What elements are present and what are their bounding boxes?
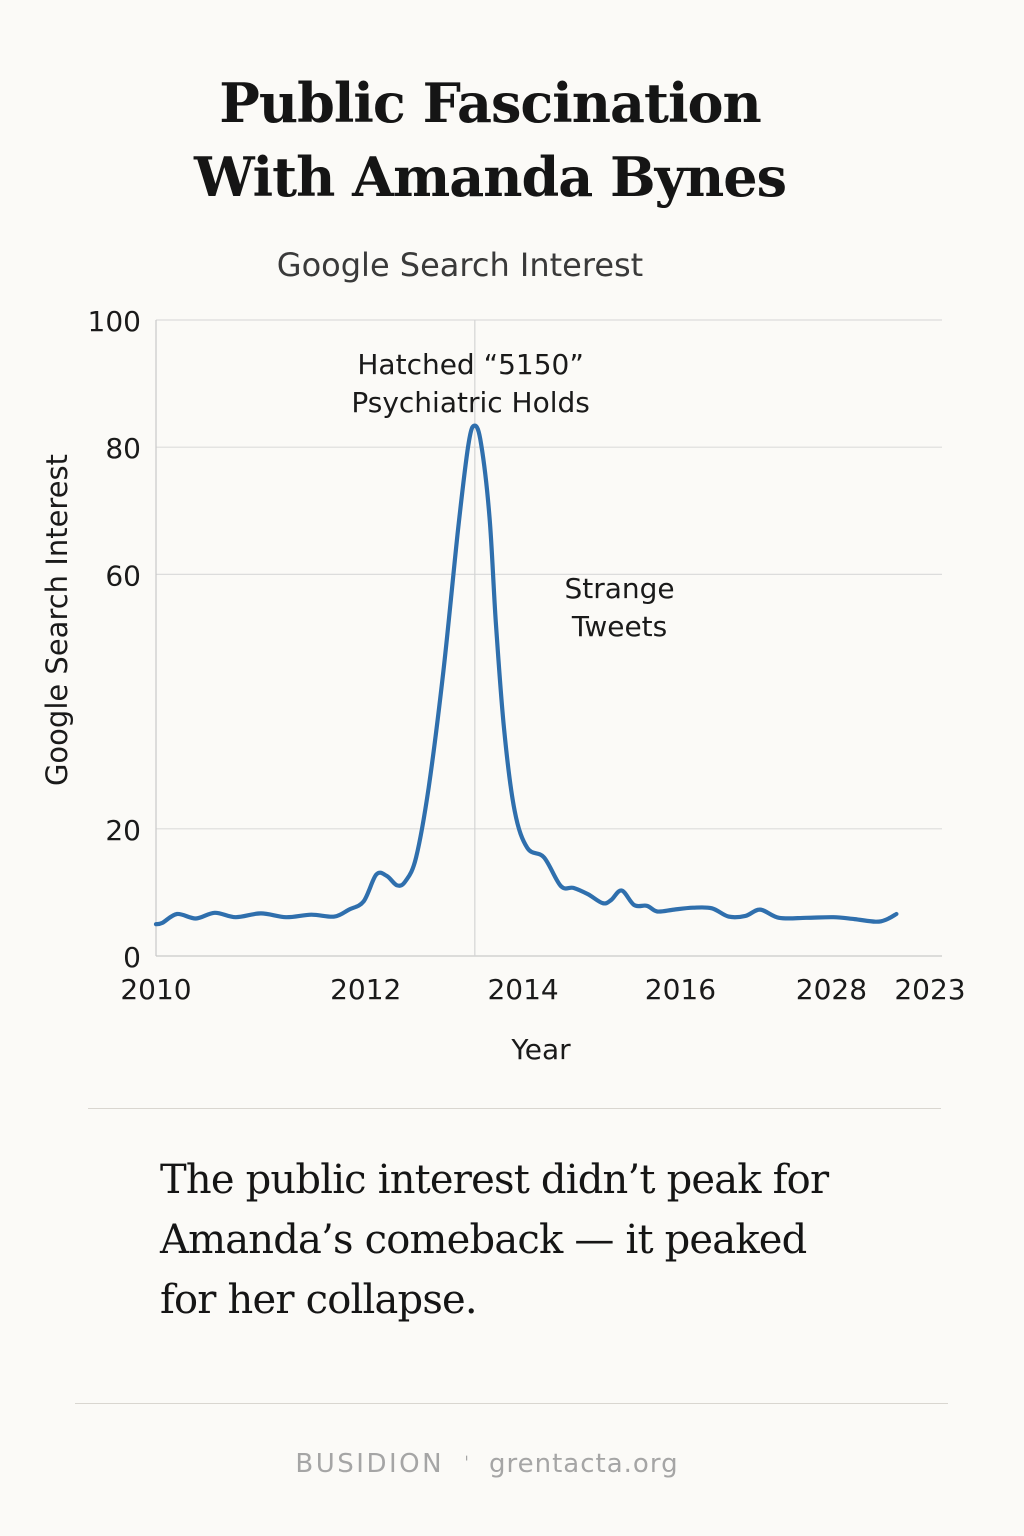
annotation-1-line-0: Strange [564, 572, 674, 605]
caption-line-1: The public interest didn’t peak for [160, 1157, 829, 1203]
x-tick-label-2: 2014 [487, 973, 558, 1006]
annotation-layer: Hatched “5150” Psychiatric Holds Strange Tw… [351, 348, 674, 643]
x-tick-label-5: 2023 [894, 973, 965, 1006]
y-tick-label-20: 20 [105, 814, 141, 847]
caption-line-3: for her collapse. [160, 1277, 478, 1323]
y-tick-label-100: 100 [88, 305, 141, 338]
series-layer [153, 423, 899, 927]
annotation-1-line-1: Tweets [571, 610, 667, 643]
caption: The public interest didn’t peak for Aman… [160, 1150, 900, 1330]
divider-top [88, 1108, 941, 1109]
divider-bottom [75, 1403, 948, 1404]
annotation-0-line-0: Hatched “5150” [357, 348, 584, 381]
title-line-2: With Amanda Bynes [193, 145, 787, 209]
footer-brand: BUSIDION [295, 1449, 445, 1479]
annotation-0-line-1: Psychiatric Holds [351, 386, 590, 419]
footer-separator: ˈ [464, 1453, 470, 1474]
footer-site[interactable]: grentacta.org [489, 1449, 679, 1479]
caption-line-2: Amanda’s comeback — it peaked [160, 1217, 807, 1263]
x-tick-label-0: 2010 [120, 973, 191, 1006]
chart-subtitle: Google Search Interest [277, 246, 643, 284]
x-tick-label-4: 2028 [796, 973, 867, 1006]
y-tick-label-60: 60 [105, 559, 141, 592]
y-tick-label-0: 0 [123, 941, 141, 974]
footer: BUSIDION ˈ grentacta.org [0, 1444, 974, 1484]
title-line-1: Public Fascination [219, 71, 762, 135]
page-title: Public Fascination With Amanda Bynes [0, 66, 980, 214]
x-axis-label: Year [510, 1033, 571, 1066]
series-line-0 [153, 423, 899, 927]
x-axis: 2010 2012 2014 2016 2028 2023 [120, 973, 965, 1006]
x-tick-label-3: 2016 [645, 973, 716, 1006]
x-tick-label-1: 2012 [330, 973, 401, 1006]
y-axis: 0 20 60 80 100 [88, 305, 157, 974]
y-axis-label: Google Search Interest [40, 454, 74, 786]
y-tick-label-80: 80 [105, 432, 141, 465]
